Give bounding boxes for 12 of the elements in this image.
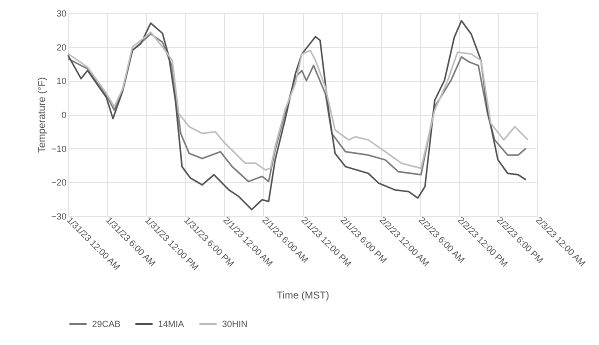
legend-label: 14MIA: [158, 319, 184, 329]
y-tick-label: 20: [56, 42, 66, 52]
y-tick-label: −10: [51, 144, 66, 154]
legend-label: 29CAB: [92, 319, 121, 329]
y-tick-label: 0: [61, 110, 66, 120]
legend-label: 30HIN: [222, 319, 248, 329]
y-tick-label: 10: [56, 76, 66, 86]
x-axis-title: Time (MST): [276, 290, 330, 302]
y-axis-title: Temperature (°F): [37, 77, 48, 153]
y-tick-label: −30: [51, 212, 66, 222]
y-tick-label: 30: [56, 8, 66, 18]
y-tick-label: −20: [51, 178, 66, 188]
